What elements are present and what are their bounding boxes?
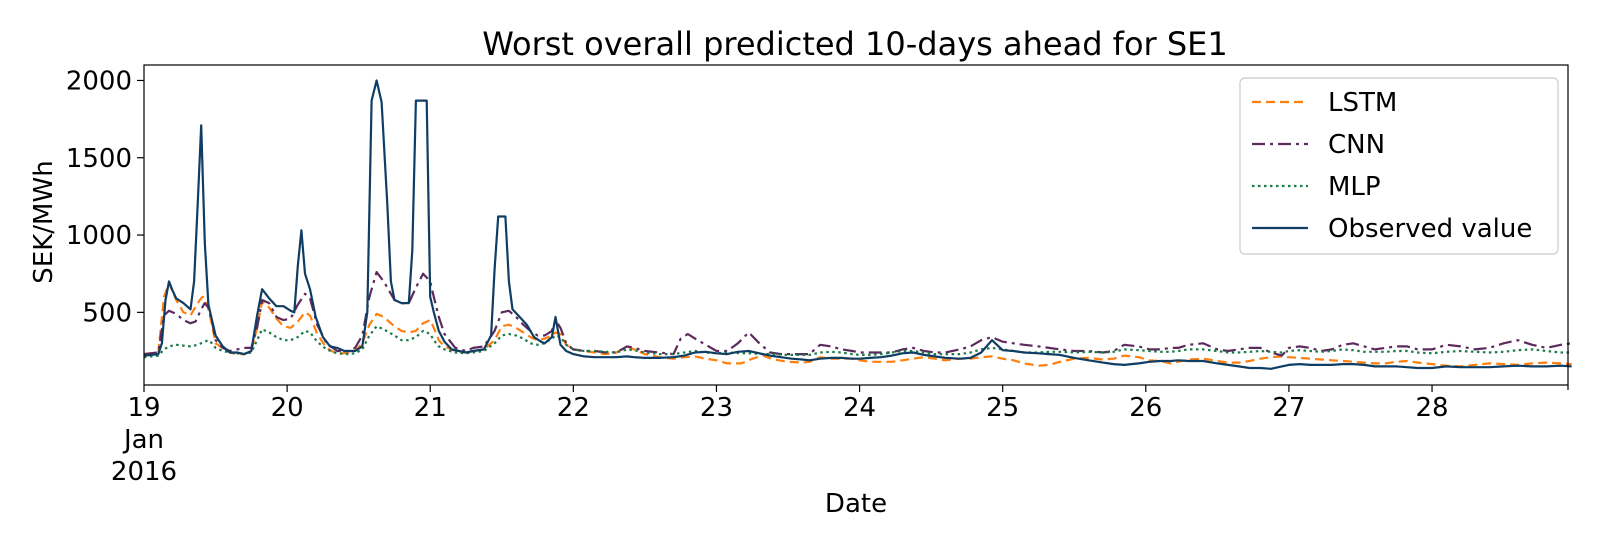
- x-tick-label: 20: [271, 393, 304, 423]
- series-line-2: [143, 325, 1572, 359]
- series-line-3: [143, 79, 1572, 370]
- x-tick-label: 28: [1415, 393, 1448, 423]
- y-tick-label: 500: [82, 298, 132, 328]
- y-tick-label: 2000: [66, 66, 132, 96]
- legend-box: [1239, 77, 1559, 255]
- x-tick-label: 27: [1272, 393, 1305, 423]
- series-line-0: [143, 281, 1572, 368]
- y-tick-label: 1000: [66, 221, 132, 251]
- legend: LSTM CNN MLP Observed value: [1239, 77, 1559, 255]
- x-axis-label: Date: [825, 489, 887, 519]
- x-tick-label: 23: [700, 393, 733, 423]
- chart-title: Worst overall predicted 10-days ahead fo…: [482, 25, 1227, 63]
- x-tick-year-label: 2016: [111, 457, 177, 487]
- y-tick-label: 1500: [66, 144, 132, 174]
- x-tick-label: 21: [414, 393, 447, 423]
- plot-frame: [143, 64, 1569, 386]
- x-tick-month-label: Jan: [122, 425, 164, 455]
- x-tick-label: 22: [557, 393, 590, 423]
- legend-label: LSTM: [1328, 88, 1397, 118]
- legend-label: CNN: [1328, 130, 1385, 160]
- x-tick-label: 25: [986, 393, 1019, 423]
- series-layer: [143, 79, 1572, 370]
- x-tick-label: 24: [843, 393, 876, 423]
- legend-label: MLP: [1328, 172, 1381, 202]
- series-line-1: [143, 271, 1572, 357]
- y-axis-label: SEK/MWh: [29, 160, 59, 283]
- x-tick-label: 26: [1129, 393, 1162, 423]
- legend-label: Observed value: [1328, 214, 1532, 244]
- x-tick-label: 19: [127, 393, 160, 423]
